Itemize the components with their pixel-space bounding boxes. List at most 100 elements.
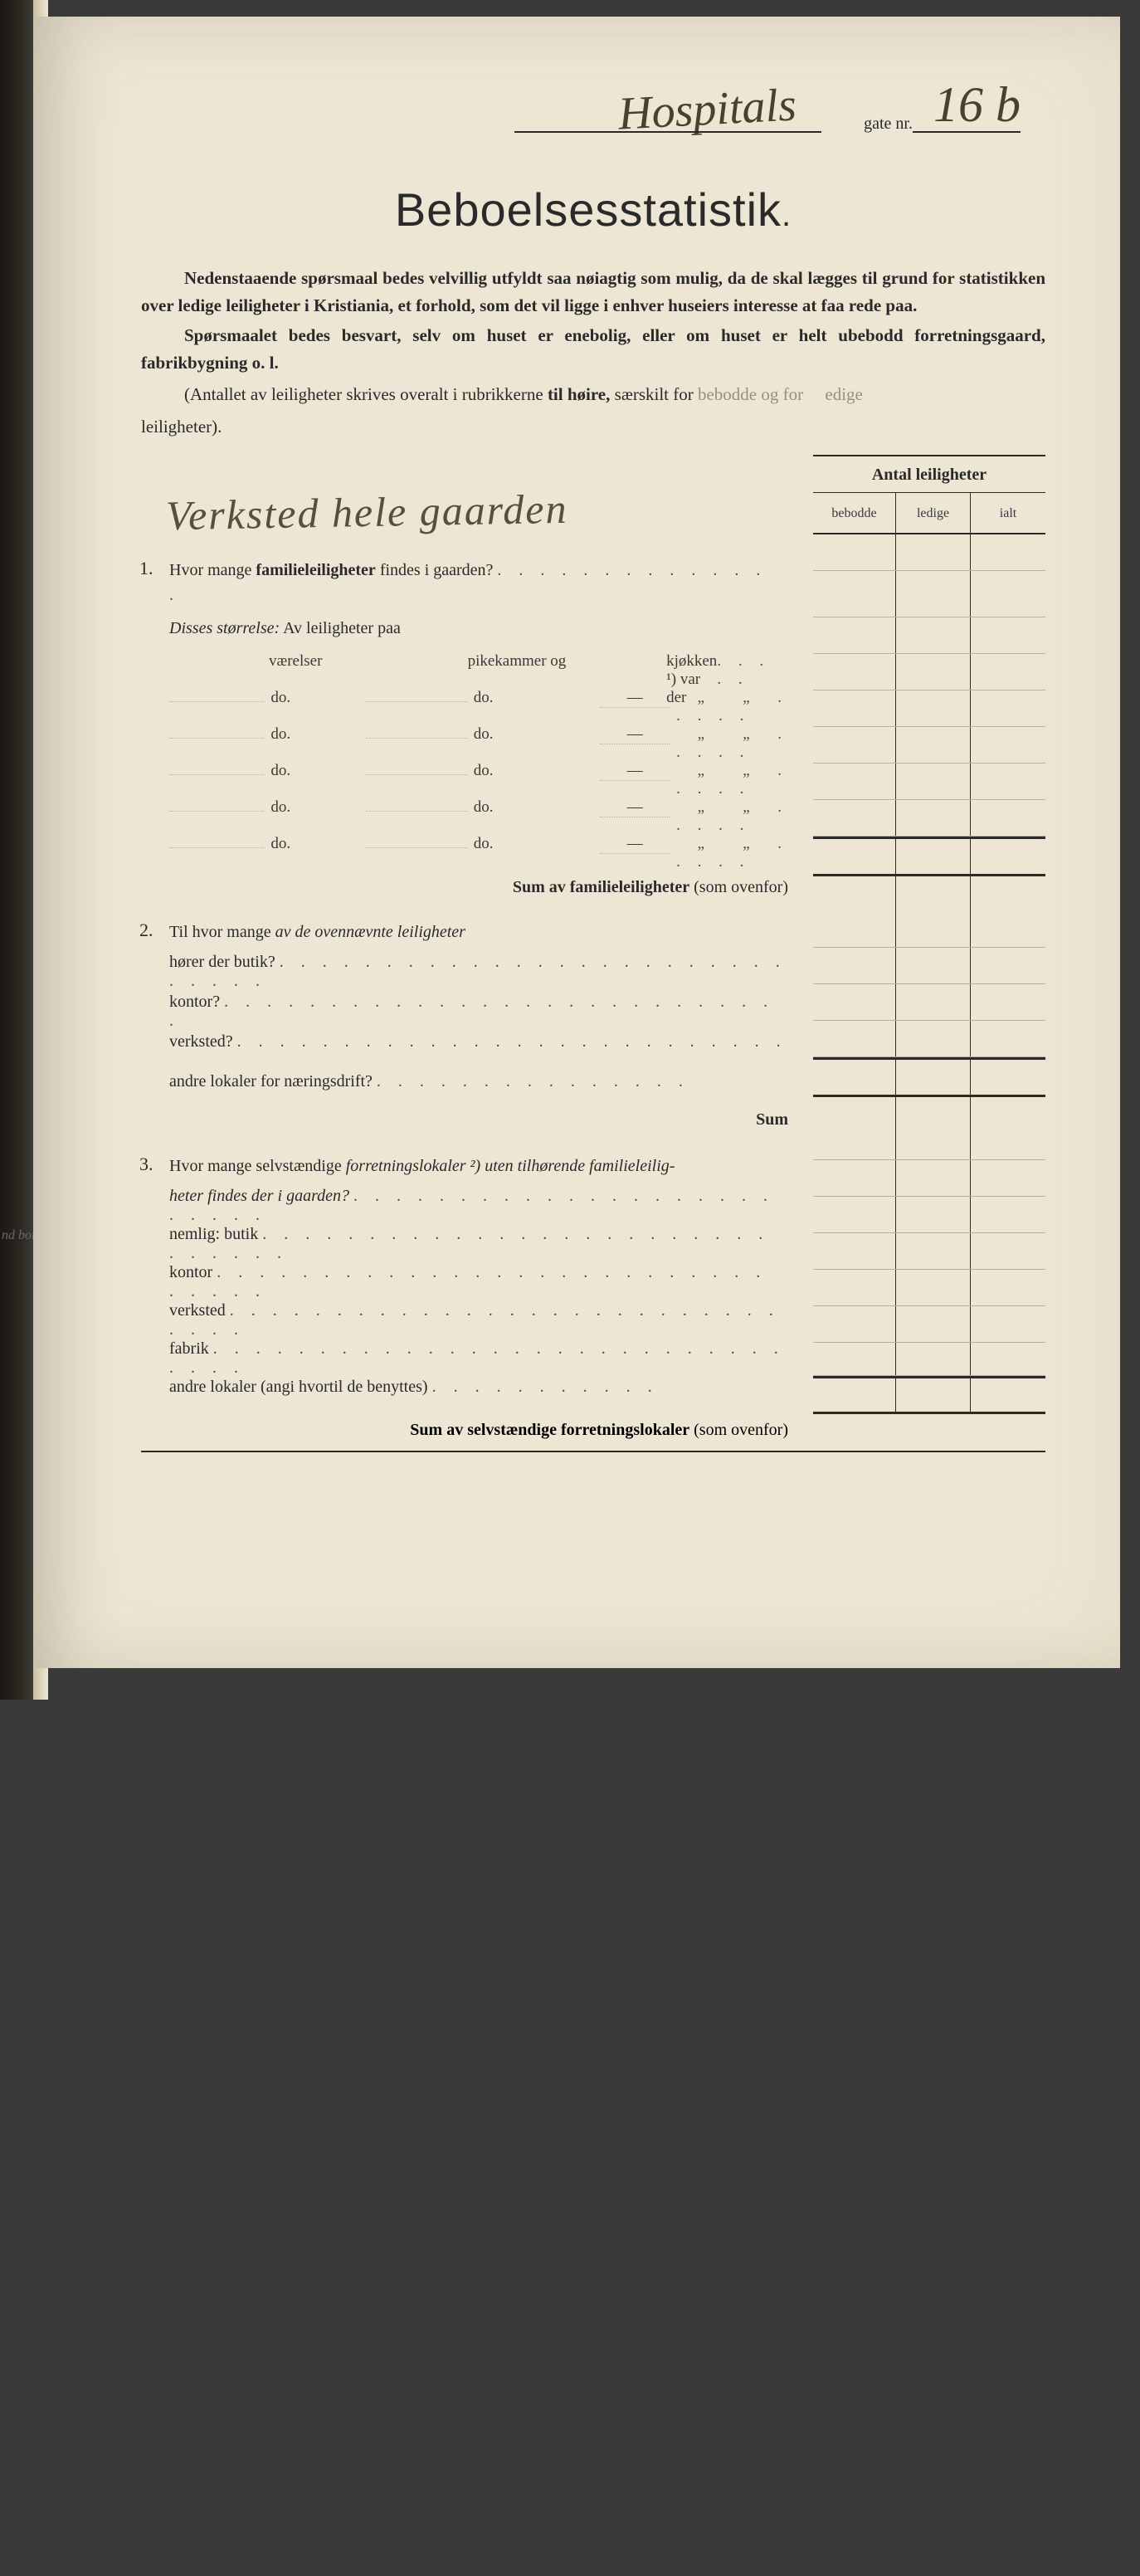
q3-number: 3. <box>139 1154 153 1175</box>
ditto-marks: „ „ . . . . . <box>676 725 788 761</box>
do-label: do. <box>270 762 365 780</box>
table-row <box>813 654 1045 690</box>
q1-sum-tail: (som ovenfor) <box>694 878 788 896</box>
table-row <box>813 534 1045 571</box>
dot-leader: . . . . . . . . . . . <box>432 1378 659 1396</box>
table-row <box>813 1306 1045 1343</box>
document-page: Hospitals gate nr. 16 b Beboelsesstatist… <box>33 17 1120 1668</box>
ditto-marks: „ „ . . . . . <box>676 762 788 798</box>
q3-kontor-label: kontor <box>169 1263 212 1281</box>
q3-line2-text: heter findes der i gaarden? <box>169 1187 349 1205</box>
dot-leader: . . . . . . . . . . . . . . . . . . . . … <box>169 993 774 1030</box>
col-bebodde: bebodde <box>813 493 896 533</box>
dot-leader: . . . . . . . . . . . . . . . . . . . . … <box>169 1225 769 1262</box>
size-row: do. do. — „ „ . . . . . <box>169 835 788 871</box>
size-header-row: værelser pikekammer og kjøkken ¹) var de… <box>169 652 788 689</box>
q3-kontor: kontor . . . . . . . . . . . . . . . . .… <box>169 1263 788 1298</box>
q2-line1a: Til hvor mange <box>169 923 275 941</box>
do-label: do. <box>474 689 601 707</box>
q3-line1a: Hvor mange selvstændige <box>169 1157 346 1175</box>
q3-fabrik-label: fabrik <box>169 1339 209 1358</box>
ditto-marks: „ „ . . . . . <box>676 798 788 834</box>
do-label: do. <box>270 689 365 707</box>
q2-verksted: verksted? . . . . . . . . . . . . . . . … <box>169 1032 788 1067</box>
q3-line1b: forretningslokaler ²) <box>346 1157 480 1175</box>
table-row <box>813 948 1045 984</box>
table-head: Antal leiligheter <box>813 456 1045 493</box>
form-area: Verksted hele gaarden Antal leiligheter … <box>141 455 1045 1484</box>
count-table: Antal leiligheter bebodde ledige ialt <box>813 455 1045 1451</box>
table-row <box>813 690 1045 727</box>
note-faded-1: bebodde og for <box>698 384 803 404</box>
q1-text-a: Hvor mange <box>169 561 256 579</box>
intro-note-tail: leiligheter). <box>141 413 1045 441</box>
gate-nr-underline <box>913 131 1021 133</box>
table-row <box>813 617 1045 654</box>
table-row <box>813 1233 1045 1270</box>
q1-line: Hvor mange familieleiligheter findes i g… <box>169 558 788 607</box>
q2-line2: hører der butik? . . . . . . . . . . . .… <box>169 953 788 988</box>
table-row <box>813 1343 1045 1376</box>
content-area: Hospitals gate nr. 16 b Beboelsesstatist… <box>141 83 1045 2576</box>
q2-horer: hører der butik? <box>169 953 275 971</box>
table-row <box>813 727 1045 764</box>
dot-leader: . . . . . . . . . . . . . . . . . . . . … <box>169 1301 780 1339</box>
gate-nr-label: gate nr. <box>864 115 913 134</box>
margin-printed-fragment: nd bor <box>2 1228 37 1243</box>
ditto-marks: „ „ . . . . . <box>676 689 788 724</box>
size-row: do. do. — „ „ . . . . . <box>169 798 788 835</box>
book-spine <box>0 0 33 1700</box>
q2-number: 2. <box>139 920 153 941</box>
table-sum-row <box>813 1376 1045 1414</box>
do-label: do. <box>270 798 365 817</box>
intro-note: (Antallet av leiligheter skrives overalt… <box>141 381 1045 408</box>
q3-verksted-label: verksted <box>169 1301 226 1320</box>
q2-kontor-label: kontor? <box>169 993 220 1011</box>
dot-leader: . . . . . . . . . . . . . . . . . . . . … <box>169 1339 785 1377</box>
q3-sum-line: Sum av selvstændige forretningslokaler (… <box>141 1421 788 1440</box>
table-row <box>813 1270 1045 1306</box>
q1-sum-bold: Sum av familieleiligheter <box>513 878 689 896</box>
dot-leader: . . . . . <box>717 652 788 689</box>
hdr-vaerelser: værelser <box>269 652 362 671</box>
do-label: do. <box>474 725 601 744</box>
table-row <box>813 1021 1045 1057</box>
question-1: 1. Hvor mange familieleiligheter findes … <box>141 558 788 897</box>
table-sum-row <box>813 1057 1045 1097</box>
table-subhead: bebodde ledige ialt <box>813 493 1045 534</box>
table-body <box>813 534 1045 1414</box>
table-gap <box>813 876 1045 911</box>
size-row: do. do. — „ „ . . . . . <box>169 725 788 762</box>
q3-line2: heter findes der i gaarden? . . . . . . … <box>169 1187 788 1222</box>
question-3: 3. Hvor mange selvstændige forretningslo… <box>141 1154 788 1412</box>
dot-leader: . . . . . . . . . . . . . . . . . . . . … <box>169 1263 767 1300</box>
header-line: Hospitals gate nr. 16 b <box>141 83 1045 158</box>
col-ledige: ledige <box>896 493 971 533</box>
intro-p2-text: Spørsmaalet bedes besvart, selv om huset… <box>141 325 1045 373</box>
final-rule <box>141 1451 1045 1452</box>
q1-number: 1. <box>139 558 153 579</box>
do-label: do. <box>474 762 601 780</box>
do-label: do. <box>474 798 601 817</box>
table-row <box>813 764 1045 800</box>
q3-line1: Hvor mange selvstændige forretningslokal… <box>169 1154 788 1178</box>
q2-verksted-label: verksted? <box>169 1032 233 1051</box>
intro-p1: Nedenstaaende spørsmaal bedes velvillig … <box>141 265 1045 319</box>
q2-line1: Til hvor mange av de ovennævnte leilighe… <box>169 920 788 944</box>
q1-text-b: familieleiligheter <box>256 561 375 579</box>
q3-nemlig-label: nemlig: butik <box>169 1225 258 1243</box>
page-title: Beboelsesstatistik. <box>141 183 1045 237</box>
title-text: Beboelsesstatistik <box>395 183 782 236</box>
question-2: 2. Til hvor mange av de ovennævnte leili… <box>141 920 788 1129</box>
q3-fabrik: fabrik . . . . . . . . . . . . . . . . .… <box>169 1339 788 1374</box>
dot-leader: . . . . . . . . . . . . . . . . . . . . … <box>237 1032 787 1051</box>
q2-sum: Sum <box>141 1110 788 1129</box>
disses-label: Disses størrelse: <box>169 619 280 637</box>
note-pre: (Antallet av leiligheter skrives overalt… <box>184 384 548 404</box>
q2-kontor: kontor? . . . . . . . . . . . . . . . . … <box>169 993 788 1027</box>
table-row <box>813 1197 1045 1233</box>
title-dot: . <box>782 197 792 233</box>
do-label: do. <box>474 835 601 853</box>
note-bold: til høire, <box>548 384 610 404</box>
street-underline <box>514 131 821 133</box>
